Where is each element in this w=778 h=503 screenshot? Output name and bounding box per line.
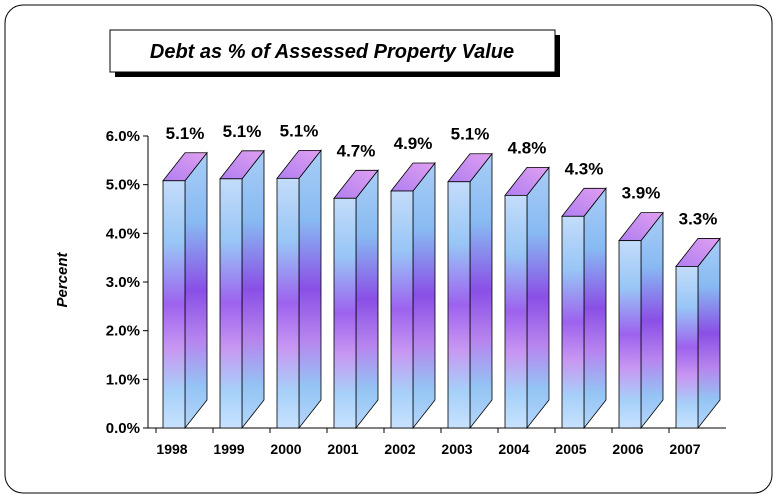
bar [561,215,585,429]
x-tick-label: 2005 [555,441,586,457]
bar-side [241,149,265,430]
x-tick-label: 2007 [669,441,700,457]
x-tick-label: 1999 [213,441,244,457]
bar-side [640,211,664,430]
x-tick-label: 1998 [156,441,187,457]
bar-side [412,161,436,430]
y-tick-label: 0.0% [106,420,140,437]
value-label: 5.1% [451,125,490,144]
chart-title: Debt as % of Assessed Property Value [150,41,514,63]
bar [447,181,471,429]
bar-side [526,166,550,430]
value-label: 4.9% [394,134,433,153]
bar [618,240,642,429]
x-tick-label: 2006 [612,441,643,457]
y-tick-label: 2.0% [106,323,140,340]
bar-side [583,187,607,430]
value-label: 4.3% [565,159,604,178]
x-tick-label: 2004 [498,441,529,457]
bar [276,177,300,429]
y-tick-label: 4.0% [106,225,140,242]
value-label: 4.7% [337,141,376,160]
x-tick-label: 2002 [384,441,415,457]
y-axis-label: Percent [54,251,71,307]
bar [162,180,186,429]
x-tick-label: 2000 [270,441,301,457]
y-tick-label: 6.0% [106,128,140,145]
bar [504,194,528,429]
y-tick-label: 1.0% [106,371,140,388]
x-tick-label: 2003 [441,441,472,457]
bar-side [298,149,322,430]
bar [390,190,414,429]
bar [675,266,699,429]
title-box [109,29,556,73]
y-tick-label: 5.0% [106,177,140,194]
value-label: 3.3% [679,209,718,228]
value-label: 4.8% [508,138,547,157]
value-label: 3.9% [622,184,661,203]
bar-side [184,151,208,430]
bar-side [469,152,493,430]
bar [219,178,243,429]
bar [333,197,357,429]
bar-side [355,169,379,430]
value-label: 5.1% [166,124,205,143]
value-label: 5.1% [223,122,262,141]
y-tick-label: 3.0% [106,274,140,291]
value-label: 5.1% [280,121,319,140]
x-tick-label: 2001 [327,441,358,457]
bar-side [697,237,721,430]
